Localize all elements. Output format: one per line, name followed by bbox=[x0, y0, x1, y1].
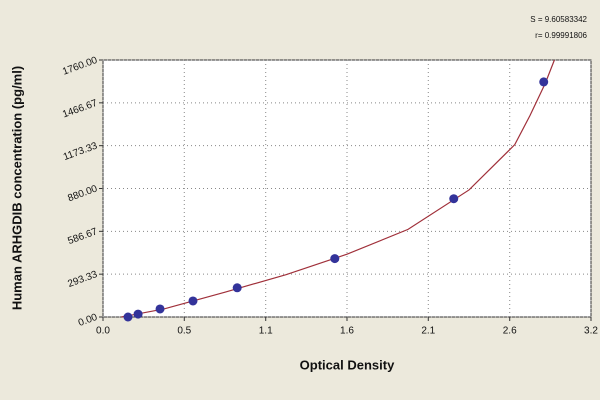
data-point bbox=[155, 304, 165, 314]
x-tick-label: 1.1 bbox=[259, 326, 273, 337]
annotation: S = 9.60583342 bbox=[530, 15, 587, 24]
fit-curve bbox=[121, 59, 555, 318]
data-point bbox=[330, 254, 340, 264]
data-point bbox=[449, 194, 459, 204]
data-point bbox=[232, 283, 242, 293]
x-tick-label: 3.2 bbox=[584, 326, 598, 337]
annotation: r= 0.99991806 bbox=[535, 31, 587, 40]
data-point bbox=[133, 309, 143, 319]
x-tick-label: 2.1 bbox=[421, 326, 435, 337]
data-point bbox=[123, 312, 133, 322]
x-tick-label: 0.0 bbox=[96, 326, 110, 337]
y-axis-title: Human ARHGDIB concentration (pg/ml) bbox=[9, 66, 24, 310]
x-tick-label: 0.5 bbox=[177, 326, 191, 337]
x-axis-title: Optical Density bbox=[300, 357, 395, 372]
x-tick-label: 2.6 bbox=[503, 326, 517, 337]
x-tick-label: 1.6 bbox=[340, 326, 354, 337]
data-point bbox=[539, 77, 549, 87]
data-point bbox=[188, 296, 198, 306]
